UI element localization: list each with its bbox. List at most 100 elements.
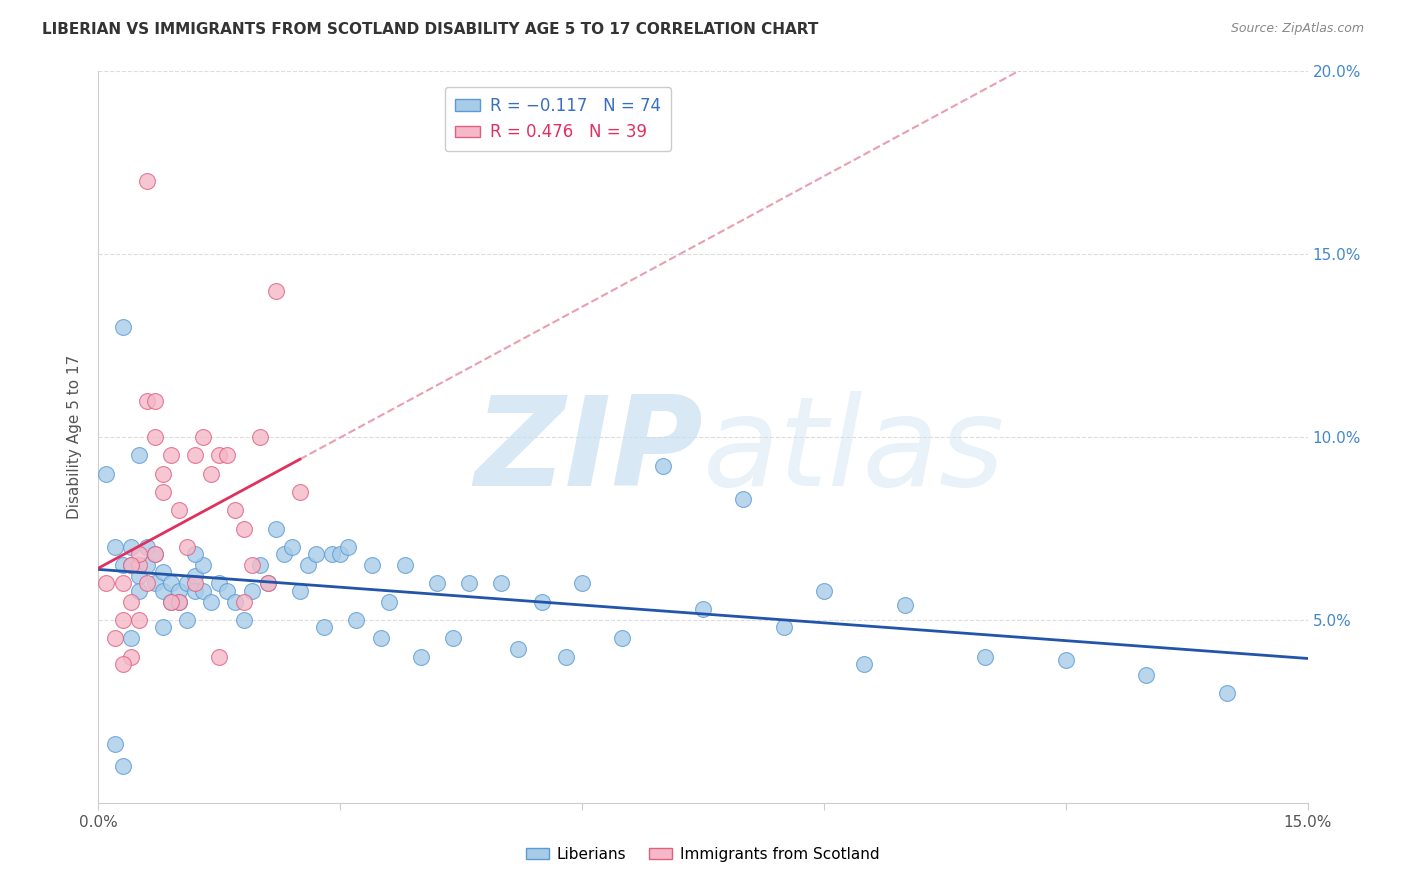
Point bbox=[103, 737, 125, 751]
Point bbox=[571, 576, 593, 591]
Y-axis label: Disability Age 5 to 17: Disability Age 5 to 17 bbox=[67, 355, 83, 519]
Point bbox=[176, 540, 198, 554]
Point bbox=[288, 485, 311, 500]
Point bbox=[232, 521, 254, 535]
Point bbox=[152, 583, 174, 598]
Legend: Liberians, Immigrants from Scotland: Liberians, Immigrants from Scotland bbox=[520, 841, 886, 868]
Point bbox=[555, 649, 578, 664]
Point bbox=[288, 583, 311, 598]
Point bbox=[184, 576, 207, 591]
Point bbox=[111, 558, 134, 573]
Point bbox=[530, 594, 553, 608]
Point bbox=[232, 613, 254, 627]
Point bbox=[120, 649, 142, 664]
Point bbox=[249, 430, 271, 444]
Point bbox=[853, 657, 876, 671]
Text: Source: ZipAtlas.com: Source: ZipAtlas.com bbox=[1230, 22, 1364, 36]
Point bbox=[111, 613, 134, 627]
Point bbox=[167, 594, 190, 608]
Point bbox=[394, 558, 416, 573]
Text: ZIP: ZIP bbox=[474, 392, 703, 512]
Point bbox=[193, 583, 215, 598]
Point bbox=[377, 594, 399, 608]
Point bbox=[370, 632, 392, 646]
Point bbox=[612, 632, 634, 646]
Point bbox=[184, 569, 207, 583]
Point bbox=[281, 540, 304, 554]
Point bbox=[176, 613, 198, 627]
Point bbox=[135, 540, 157, 554]
Point bbox=[184, 547, 207, 561]
Point bbox=[96, 576, 118, 591]
Point bbox=[120, 558, 142, 573]
Point bbox=[128, 448, 150, 462]
Point bbox=[217, 583, 239, 598]
Point bbox=[176, 576, 198, 591]
Point bbox=[193, 430, 215, 444]
Point bbox=[135, 393, 157, 408]
Point bbox=[120, 540, 142, 554]
Point bbox=[361, 558, 384, 573]
Point bbox=[249, 558, 271, 573]
Point bbox=[1054, 653, 1077, 667]
Point bbox=[103, 540, 125, 554]
Point bbox=[458, 576, 481, 591]
Point bbox=[193, 558, 215, 573]
Point bbox=[256, 576, 278, 591]
Point bbox=[321, 547, 343, 561]
Point bbox=[111, 576, 134, 591]
Point bbox=[103, 632, 125, 646]
Point bbox=[224, 503, 246, 517]
Point bbox=[152, 467, 174, 481]
Point bbox=[240, 583, 263, 598]
Text: LIBERIAN VS IMMIGRANTS FROM SCOTLAND DISABILITY AGE 5 TO 17 CORRELATION CHART: LIBERIAN VS IMMIGRANTS FROM SCOTLAND DIS… bbox=[42, 22, 818, 37]
Point bbox=[651, 459, 673, 474]
Point bbox=[344, 613, 367, 627]
Point bbox=[208, 448, 231, 462]
Point bbox=[184, 448, 207, 462]
Point bbox=[264, 521, 287, 535]
Point bbox=[240, 558, 263, 573]
Point bbox=[111, 657, 134, 671]
Point bbox=[329, 547, 352, 561]
Point bbox=[128, 558, 150, 573]
Point bbox=[143, 393, 166, 408]
Point bbox=[232, 594, 254, 608]
Point bbox=[128, 569, 150, 583]
Point bbox=[111, 759, 134, 773]
Point bbox=[128, 547, 150, 561]
Point bbox=[135, 576, 157, 591]
Point bbox=[135, 174, 157, 188]
Point bbox=[200, 467, 222, 481]
Point bbox=[152, 620, 174, 634]
Point bbox=[305, 547, 328, 561]
Point bbox=[160, 594, 183, 608]
Point bbox=[160, 576, 183, 591]
Point bbox=[314, 620, 336, 634]
Point bbox=[692, 602, 714, 616]
Point bbox=[128, 613, 150, 627]
Point bbox=[184, 583, 207, 598]
Point bbox=[128, 583, 150, 598]
Point bbox=[217, 448, 239, 462]
Point bbox=[120, 632, 142, 646]
Point bbox=[120, 558, 142, 573]
Point bbox=[337, 540, 360, 554]
Point bbox=[143, 576, 166, 591]
Point bbox=[200, 594, 222, 608]
Point bbox=[893, 599, 915, 613]
Point bbox=[256, 576, 278, 591]
Point bbox=[441, 632, 464, 646]
Point bbox=[409, 649, 432, 664]
Point bbox=[111, 320, 134, 334]
Point bbox=[426, 576, 449, 591]
Point bbox=[135, 558, 157, 573]
Point bbox=[491, 576, 513, 591]
Point bbox=[143, 547, 166, 561]
Point bbox=[1216, 686, 1239, 700]
Point bbox=[297, 558, 319, 573]
Point bbox=[167, 503, 190, 517]
Text: atlas: atlas bbox=[703, 392, 1005, 512]
Point bbox=[264, 284, 287, 298]
Point bbox=[813, 583, 835, 598]
